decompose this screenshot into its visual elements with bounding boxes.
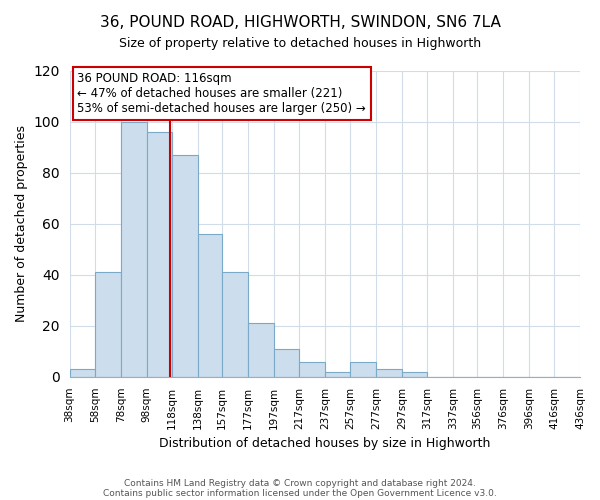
Bar [350, 362, 376, 377]
Bar [248, 323, 274, 377]
Bar [222, 272, 248, 377]
Bar [376, 369, 402, 377]
Bar [95, 272, 121, 377]
Text: Contains public sector information licensed under the Open Government Licence v3: Contains public sector information licen… [103, 488, 497, 498]
Bar [198, 234, 222, 377]
Bar [402, 372, 427, 377]
Bar [121, 122, 146, 377]
Text: 36 POUND ROAD: 116sqm
← 47% of detached houses are smaller (221)
53% of semi-det: 36 POUND ROAD: 116sqm ← 47% of detached … [77, 72, 366, 115]
Text: Size of property relative to detached houses in Highworth: Size of property relative to detached ho… [119, 38, 481, 51]
Bar [146, 132, 172, 377]
X-axis label: Distribution of detached houses by size in Highworth: Distribution of detached houses by size … [159, 437, 491, 450]
Text: Contains HM Land Registry data © Crown copyright and database right 2024.: Contains HM Land Registry data © Crown c… [124, 478, 476, 488]
Text: 36, POUND ROAD, HIGHWORTH, SWINDON, SN6 7LA: 36, POUND ROAD, HIGHWORTH, SWINDON, SN6 … [100, 15, 500, 30]
Bar [325, 372, 350, 377]
Y-axis label: Number of detached properties: Number of detached properties [15, 125, 28, 322]
Bar [172, 154, 198, 377]
Bar [274, 348, 299, 377]
Bar [70, 369, 95, 377]
Bar [299, 362, 325, 377]
